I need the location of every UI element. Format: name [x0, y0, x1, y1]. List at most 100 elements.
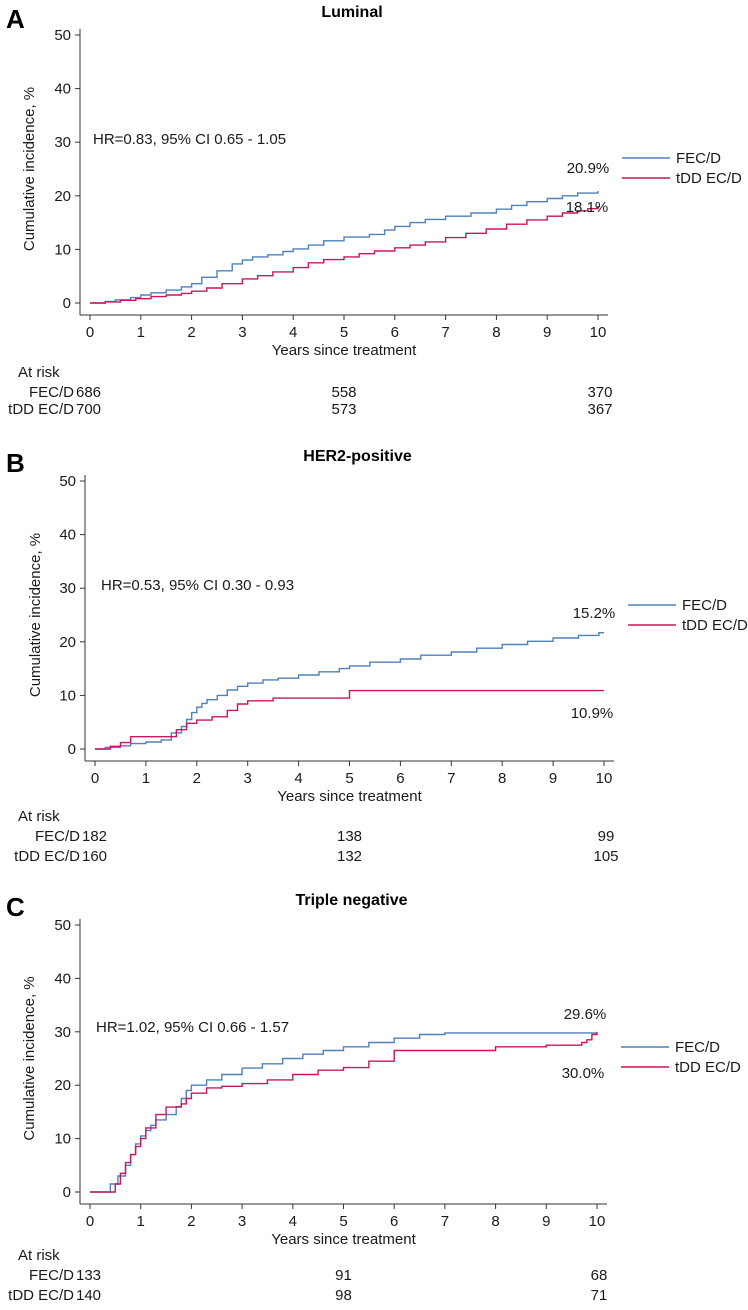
x-tick-label: 1	[137, 324, 145, 341]
x-tick-label: 5	[345, 770, 353, 787]
at-risk-row-label: FEC/D	[35, 828, 80, 845]
y-tick-label: 30	[59, 580, 76, 597]
x-tick-label: 6	[390, 1213, 398, 1230]
x-tick-label: 9	[542, 1213, 550, 1230]
at-risk-row-label: FEC/D	[29, 1267, 74, 1284]
at-risk-count: 133	[76, 1267, 101, 1284]
y-tick-label: 40	[59, 527, 76, 544]
end-value-label: 18.1%	[566, 199, 609, 216]
hazard-ratio-annotation: HR=1.02, 95% CI 0.66 - 1.57	[96, 1019, 289, 1036]
x-tick-label: 2	[187, 1213, 195, 1230]
at-risk-count: 71	[591, 1287, 608, 1304]
y-tick-label: 20	[54, 1077, 71, 1094]
panel-c: C Triple negative 0 10 20 30 40 50 0 1 2 3 4 5 6 7 8 9 10 Y…	[6, 892, 741, 1304]
y-tick-label: 0	[68, 741, 76, 758]
y-tick-label: 30	[54, 134, 71, 151]
x-axis-label: Years since treatment	[272, 342, 417, 359]
y-tick-label: 0	[63, 1184, 71, 1201]
series-line-tdd-ec-d	[90, 206, 599, 304]
y-tick-label: 40	[54, 970, 71, 987]
panel-a: A Luminal 0 10 20 30 40 50 0 1 2 3 4 5 6 7 8 9 10 Years sin…	[6, 4, 742, 418]
chart-title: HER2-positive	[303, 448, 412, 465]
at-risk-count: 91	[335, 1267, 352, 1284]
x-tick-label: 2	[193, 770, 201, 787]
at-risk-count: 700	[76, 401, 101, 418]
at-risk-count: 367	[587, 401, 612, 418]
y-tick-label: 50	[59, 473, 76, 490]
at-risk-count: 160	[82, 848, 107, 865]
y-tick-label: 50	[54, 917, 71, 934]
panel-letter: B	[6, 448, 25, 478]
x-tick-label: 9	[543, 324, 551, 341]
x-tick-label: 3	[244, 770, 252, 787]
x-tick-label: 3	[238, 324, 246, 341]
x-tick-label: 10	[596, 770, 613, 787]
x-tick-label: 8	[491, 1213, 499, 1230]
at-risk-row-label: tDD EC/D	[8, 401, 74, 418]
series-line-tdd-ec-d	[95, 689, 604, 750]
at-risk-count: 182	[82, 828, 107, 845]
chart-title: Triple negative	[295, 892, 407, 909]
end-value-label: 20.9%	[567, 160, 610, 177]
x-tick-label: 0	[86, 1213, 94, 1230]
x-tick-label: 7	[441, 1213, 449, 1230]
x-tick-label: 6	[391, 324, 399, 341]
x-tick-label: 10	[590, 324, 607, 341]
x-tick-label: 8	[492, 324, 500, 341]
y-tick-label: 20	[54, 188, 71, 205]
at-risk-count: 138	[337, 828, 362, 845]
x-tick-label: 5	[339, 1213, 347, 1230]
x-tick-label: 3	[238, 1213, 246, 1230]
x-tick-label: 0	[91, 770, 99, 787]
legend-label: tDD EC/D	[682, 617, 748, 634]
x-tick-label: 4	[289, 324, 297, 341]
legend-label: FEC/D	[682, 597, 727, 614]
end-value-label: 15.2%	[573, 605, 616, 622]
panel-b: B HER2-positive 0 10 20 30 40 50 0 1 2 3 4 5 6 7 8 9 10 Yea…	[6, 448, 748, 865]
series-line-fec-d	[95, 632, 604, 750]
at-risk-count: 558	[331, 384, 356, 401]
y-axis-label: Cumulative incidence, %	[27, 533, 44, 697]
at-risk-count: 686	[76, 384, 101, 401]
x-tick-label: 9	[549, 770, 557, 787]
y-tick-label: 10	[54, 1131, 71, 1148]
end-value-label: 29.6%	[564, 1006, 607, 1023]
y-tick-label: 40	[54, 81, 71, 98]
x-axis-label: Years since treatment	[277, 788, 422, 805]
end-value-label: 10.9%	[571, 705, 614, 722]
y-axis-label: Cumulative incidence, %	[21, 976, 38, 1140]
at-risk-header: At risk	[18, 364, 60, 381]
y-axis-label: Cumulative incidence, %	[21, 87, 38, 251]
x-tick-label: 5	[340, 324, 348, 341]
y-tick-label: 10	[59, 687, 76, 704]
y-tick-label: 20	[59, 634, 76, 651]
x-tick-label: 10	[589, 1213, 606, 1230]
at-risk-header: At risk	[18, 808, 60, 825]
y-tick-label: 10	[54, 241, 71, 258]
at-risk-count: 132	[337, 848, 362, 865]
series-line-tdd-ec-d	[90, 1031, 598, 1193]
at-risk-row-label: tDD EC/D	[8, 1287, 74, 1304]
hazard-ratio-annotation: HR=0.53, 95% CI 0.30 - 0.93	[101, 577, 294, 594]
x-tick-label: 7	[447, 770, 455, 787]
at-risk-row-label: FEC/D	[29, 384, 74, 401]
x-tick-label: 4	[294, 770, 302, 787]
legend-label: FEC/D	[675, 1039, 720, 1056]
chart-title: Luminal	[321, 4, 382, 21]
at-risk-count: 140	[76, 1287, 101, 1304]
x-tick-label: 1	[142, 770, 150, 787]
at-risk-count: 573	[331, 401, 356, 418]
y-tick-label: 0	[63, 295, 71, 312]
y-tick-label: 30	[54, 1024, 71, 1041]
end-value-label: 30.0%	[562, 1065, 605, 1082]
panel-letter: C	[6, 892, 25, 922]
legend-label: FEC/D	[676, 150, 721, 167]
at-risk-count: 99	[598, 828, 615, 845]
at-risk-header: At risk	[18, 1247, 60, 1264]
x-axis-label: Years since treatment	[271, 1231, 416, 1248]
at-risk-row-label: tDD EC/D	[14, 848, 80, 865]
at-risk-count: 68	[591, 1267, 608, 1284]
at-risk-count: 98	[335, 1287, 352, 1304]
panel-letter: A	[6, 4, 25, 34]
